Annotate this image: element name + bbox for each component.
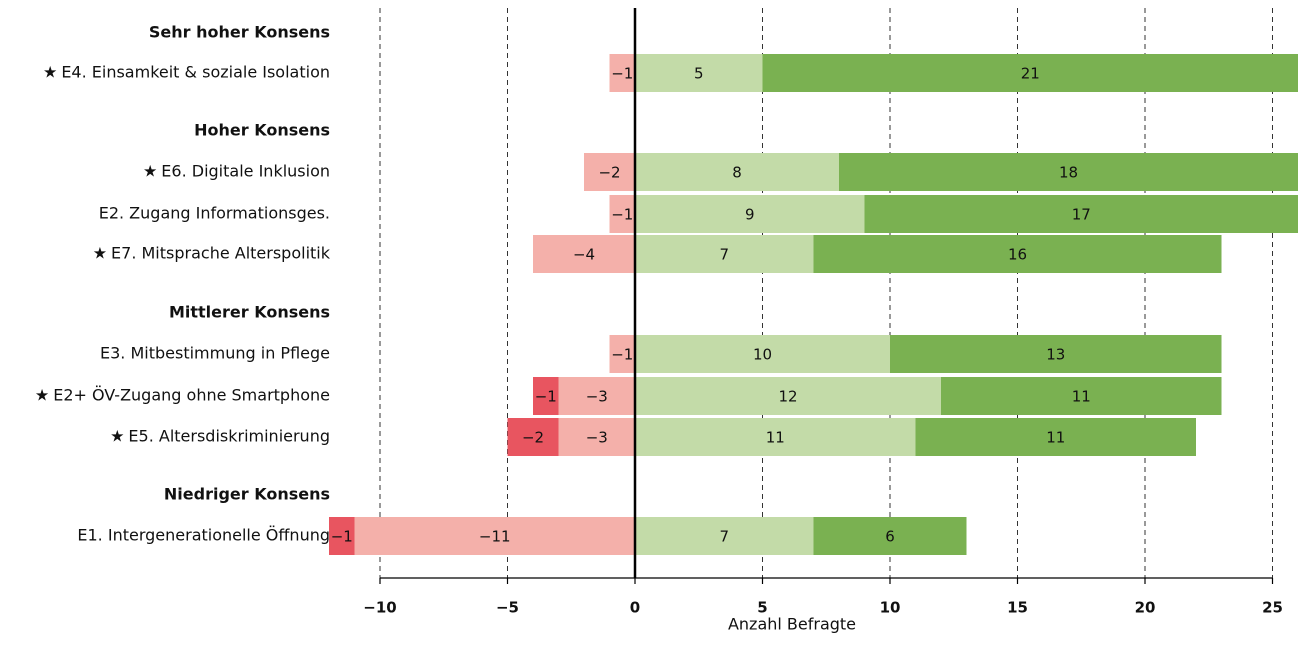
data-label: −1 [611, 346, 633, 364]
bar-e2-zugang-informationsges-strong-positive [864, 195, 1298, 233]
bar-e6-digitale-inklusion-negative [584, 153, 635, 191]
x-tick-label: −10 [363, 599, 396, 617]
bar-e2-v-zugang-ohne-smartphone-negative [558, 377, 635, 415]
data-label: 8 [732, 164, 742, 182]
bars: −1 5 21 −2 8 18 −1 9 17 −4 7 16 −1 10 13 −3 −1 12 11 −3 −2 11… [329, 54, 1298, 555]
x-axis-title: Anzahl Befragte [728, 615, 856, 634]
category-label: E5. Altersdiskriminierung [128, 427, 330, 446]
x-tick-label: 15 [1007, 599, 1028, 617]
category-label: E2. Zugang Informationsges. [99, 204, 330, 223]
bar-e5-altersdiskriminierung-negative [558, 418, 635, 456]
bar-e4-einsamkeit-soziale-isolation-strong-positive [762, 54, 1298, 92]
data-label: −1 [535, 388, 557, 406]
data-label: −3 [586, 388, 608, 406]
bar-e5-altersdiskriminierung-strong-positive [915, 418, 1196, 456]
data-label: 9 [745, 206, 755, 224]
bar-e3-mitbestimmung-in-pflege-negative [609, 335, 635, 373]
data-label: 13 [1046, 346, 1065, 364]
category-label: E3. Mitbestimmung in Pflege [100, 344, 330, 363]
data-label: 21 [1021, 65, 1040, 83]
group-heading: Sehr hoher Konsens [149, 23, 330, 42]
bar-e5-altersdiskriminierung-positive [635, 418, 916, 456]
bar-e2-v-zugang-ohne-smartphone-positive [635, 377, 941, 415]
data-label: −1 [611, 65, 633, 83]
data-label: 12 [778, 388, 797, 406]
group-heading: Niedriger Konsens [164, 485, 330, 504]
data-label: −1 [331, 528, 353, 546]
bar-e5-altersdiskriminierung-strong-negative [507, 418, 559, 456]
x-tick-label: 0 [630, 599, 640, 617]
data-label: 6 [885, 528, 895, 546]
data-label: 16 [1008, 246, 1027, 264]
x-tick-label: 20 [1135, 599, 1156, 617]
bar-e2-v-zugang-ohne-smartphone-strong-negative [533, 377, 559, 415]
bar-e6-digitale-inklusion-positive [635, 153, 839, 191]
data-label: −2 [598, 164, 620, 182]
data-label: 17 [1072, 206, 1091, 224]
data-label: −11 [479, 528, 511, 546]
data-label: 10 [753, 346, 772, 364]
bar-e7-mitsprache-alterspolitik-positive [635, 235, 814, 273]
bar-e1-intergenerationelle-ffnung-negative [354, 517, 635, 555]
group-heading: Hoher Konsens [194, 121, 330, 140]
bar-e2-zugang-informationsges-positive [635, 195, 865, 233]
star-icon: ★ [143, 162, 157, 181]
category-label: E6. Digitale Inklusion [161, 162, 330, 181]
x-tick-label: 10 [880, 599, 901, 617]
star-icon: ★ [110, 427, 124, 446]
bar-e2-v-zugang-ohne-smartphone-strong-positive [941, 377, 1222, 415]
bar-e3-mitbestimmung-in-pflege-positive [635, 335, 890, 373]
x-axis: −10 −5 0 5 10 15 20 25 [363, 8, 1283, 617]
data-label: 7 [719, 246, 729, 264]
category-label: E1. Intergenerationelle Öffnung [77, 526, 330, 545]
data-label: 18 [1059, 164, 1078, 182]
bar-e4-einsamkeit-soziale-isolation-positive [635, 54, 763, 92]
bar-e1-intergenerationelle-ffnung-positive [635, 517, 814, 555]
data-label: 5 [694, 65, 704, 83]
bar-e1-intergenerationelle-ffnung-strong-negative [329, 517, 355, 555]
bar-e2-zugang-informationsges-negative [609, 195, 635, 233]
data-label: −4 [573, 246, 595, 264]
data-label: 7 [719, 528, 729, 546]
x-tick-label: −5 [496, 599, 519, 617]
group-heading: Mittlerer Konsens [169, 303, 330, 322]
gridlines [379, 8, 1273, 578]
bar-e4-einsamkeit-soziale-isolation-negative [609, 54, 635, 92]
x-tick-label: 5 [757, 599, 767, 617]
category-label: E7. Mitsprache Alterspolitik [111, 244, 331, 263]
data-label: −1 [611, 206, 633, 224]
star-icon: ★ [35, 386, 49, 405]
bar-e3-mitbestimmung-in-pflege-strong-positive [890, 335, 1222, 373]
x-tick-label: 25 [1262, 599, 1283, 617]
bar-e7-mitsprache-alterspolitik-negative [533, 235, 635, 273]
data-label: −2 [522, 429, 544, 447]
bar-e7-mitsprache-alterspolitik-strong-positive [813, 235, 1222, 273]
data-label: −3 [586, 429, 608, 447]
star-icon: ★ [43, 63, 57, 82]
data-label: 11 [766, 429, 785, 447]
data-label: 11 [1046, 429, 1065, 447]
data-label: 11 [1072, 388, 1091, 406]
bar-e1-intergenerationelle-ffnung-strong-positive [813, 517, 967, 555]
category-labels: Sehr hoher Konsens E4. Einsamkeit & sozia… [35, 23, 331, 545]
star-icon: ★ [93, 244, 107, 263]
bar-e6-digitale-inklusion-strong-positive [839, 153, 1298, 191]
category-label: E2+ ÖV-Zugang ohne Smartphone [53, 386, 330, 405]
category-label: E4. Einsamkeit & soziale Isolation [61, 63, 330, 82]
